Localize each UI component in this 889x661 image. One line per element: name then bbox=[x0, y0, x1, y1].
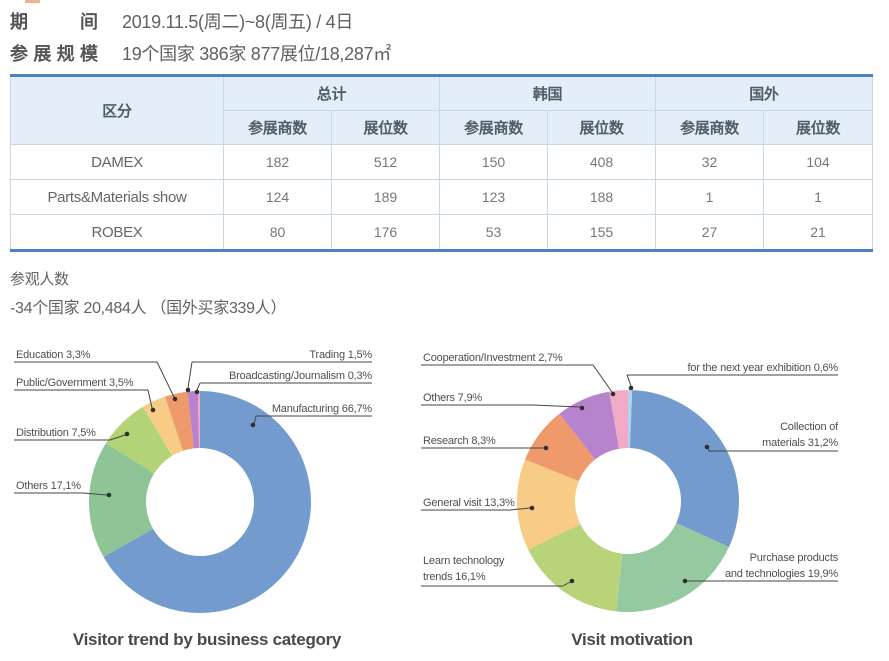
cell: 104 bbox=[763, 144, 873, 180]
donut-slice-trading bbox=[187, 391, 199, 449]
cell: 123 bbox=[439, 179, 548, 215]
table-row: Parts&Materials show 124 189 123 188 1 1 bbox=[10, 179, 873, 215]
cell: 408 bbox=[547, 144, 656, 180]
donut-slice-distribution bbox=[105, 406, 173, 474]
col-header-booths: 展位数 bbox=[331, 110, 440, 145]
donut-slice-general-visit bbox=[516, 459, 581, 550]
col-header-booths: 展位数 bbox=[763, 110, 873, 145]
cell: 32 bbox=[655, 144, 764, 180]
cell: 124 bbox=[223, 179, 332, 215]
label-purchase-line1: Purchase products bbox=[750, 552, 839, 564]
cell: 27 bbox=[655, 214, 764, 251]
cell: 80 bbox=[223, 214, 332, 251]
label-others: Others 17,1% bbox=[16, 480, 81, 492]
label-education: Education 3,3% bbox=[16, 349, 91, 361]
cell: 512 bbox=[331, 144, 440, 180]
donut-slice-education bbox=[165, 391, 194, 451]
scale-value: 19个国家 386家 877展位/18,287㎡ bbox=[122, 44, 391, 64]
label-collection-line1: Collection of bbox=[780, 421, 839, 433]
label-public-government: Public/Government 3,5% bbox=[16, 377, 134, 389]
period-label: 期 间 bbox=[10, 12, 98, 32]
label-research: Research 8,3% bbox=[423, 435, 496, 447]
visit-motivation-donut-chart: Cooperation/Investment 2,7% Others 7,9% … bbox=[421, 352, 839, 649]
exhibition-summary: 期 间 2019.11.5(周二)~8(周五) / 4日 参展规模 19个国家 … bbox=[10, 8, 391, 72]
cell: 21 bbox=[763, 214, 873, 251]
donut-slice-others bbox=[89, 443, 155, 557]
chart-title-visit-motivation: Visit motivation bbox=[571, 630, 692, 649]
donut-slice-cooperation-investment bbox=[609, 390, 628, 449]
donut-slice-for-the-next-year-exhibition bbox=[628, 390, 633, 449]
cell: 176 bbox=[331, 214, 440, 251]
label-broadcasting-journalism: Broadcasting/Journalism 0,3% bbox=[229, 370, 372, 382]
label-purchase-line2: and technologies 19,9% bbox=[725, 568, 838, 580]
label-manufacturing: Manufacturing 66,7% bbox=[272, 403, 373, 415]
donut-slice-research bbox=[525, 413, 596, 482]
label-general-visit: General visit 13,3% bbox=[423, 497, 515, 509]
donut-slice-others bbox=[559, 391, 620, 460]
label-learn-technology-line1: Learn technology bbox=[423, 555, 505, 567]
table-row: DAMEX 182 512 150 408 32 104 bbox=[10, 144, 873, 180]
label-distribution: Distribution 7,5% bbox=[16, 427, 96, 439]
col-header-booths: 展位数 bbox=[547, 110, 656, 145]
cell: 188 bbox=[547, 179, 656, 215]
scale-row: 参展规模 19个国家 386家 877展位/18,287㎡ bbox=[10, 40, 391, 66]
cell: 155 bbox=[547, 214, 656, 251]
col-header-korea: 韩国 bbox=[439, 75, 656, 111]
col-header-exhibitors: 参展商数 bbox=[655, 110, 764, 145]
col-header-exhibitors: 参展商数 bbox=[223, 110, 332, 145]
chart-callouts: Education 3,3% Public/Government 3,5% Di… bbox=[14, 349, 373, 498]
table-row: ROBEX 80 176 53 155 27 21 bbox=[10, 214, 873, 251]
row-label: Parts&Materials show bbox=[10, 179, 224, 215]
col-header-exhibitors: 参展商数 bbox=[439, 110, 548, 145]
cropped-section-accent bbox=[25, 0, 40, 3]
label-collection-line2: materials 31,2% bbox=[762, 437, 838, 449]
cell: 182 bbox=[223, 144, 332, 180]
row-label: ROBEX bbox=[10, 214, 224, 251]
label-learn-technology-line2: trends 16,1% bbox=[423, 571, 486, 583]
donut-slices bbox=[516, 390, 739, 613]
visitor-trend-donut-chart: Education 3,3% Public/Government 3,5% Di… bbox=[14, 349, 373, 649]
visitor-count-detail: -34个国家 20,484人 （国外买家339人） bbox=[10, 300, 287, 317]
table-group-header-row: 区分 总计 韩国 国外 bbox=[10, 75, 873, 145]
scale-label: 参展规模 bbox=[10, 44, 98, 64]
donut-slice-broadcasting-journalism bbox=[197, 391, 200, 449]
chart-callouts: Cooperation/Investment 2,7% Others 7,9% … bbox=[421, 352, 839, 587]
donut-slices bbox=[89, 391, 311, 613]
donut-slice-manufacturing bbox=[103, 391, 311, 613]
period-value: 2019.11.5(周二)~8(周五) / 4日 bbox=[122, 12, 354, 32]
donut-slice-collection-of-materials bbox=[630, 390, 739, 547]
cell: 1 bbox=[655, 179, 764, 215]
visitor-count-block: 参观人数 -34个国家 20,484人 （国外买家339人） bbox=[10, 268, 286, 318]
row-label: DAMEX bbox=[10, 144, 224, 180]
cell: 53 bbox=[439, 214, 548, 251]
visitor-count-title: 参观人数 bbox=[10, 271, 69, 288]
donut-slice-purchase-products-and-technologies bbox=[616, 522, 730, 613]
cell: 150 bbox=[439, 144, 548, 180]
col-header-category: 区分 bbox=[10, 75, 224, 145]
col-header-foreign: 国外 bbox=[655, 75, 873, 111]
table-sub-header-row: 参展商数 展位数 参展商数 展位数 参展商数 展位数 bbox=[11, 110, 873, 145]
label-cooperation-investment: Cooperation/Investment 2,7% bbox=[423, 352, 563, 364]
cell: 1 bbox=[763, 179, 873, 215]
col-header-total: 总计 bbox=[223, 75, 440, 111]
label-others: Others 7,9% bbox=[423, 392, 482, 404]
cell: 189 bbox=[331, 179, 440, 215]
exhibitor-table: 区分 总计 韩国 国外 参展商数 展位数 参展商数 展位数 参展商数 展位数 D… bbox=[10, 74, 873, 252]
label-next-year-exhibition: for the next year exhibition 0,6% bbox=[687, 362, 838, 374]
label-trading: Trading 1,5% bbox=[309, 349, 372, 361]
donut-slice-learn-technology-trends bbox=[528, 524, 623, 612]
chart-title-visitor-trend: Visitor trend by business category bbox=[73, 630, 342, 649]
period-row: 期 间 2019.11.5(周二)~8(周五) / 4日 bbox=[10, 8, 391, 34]
